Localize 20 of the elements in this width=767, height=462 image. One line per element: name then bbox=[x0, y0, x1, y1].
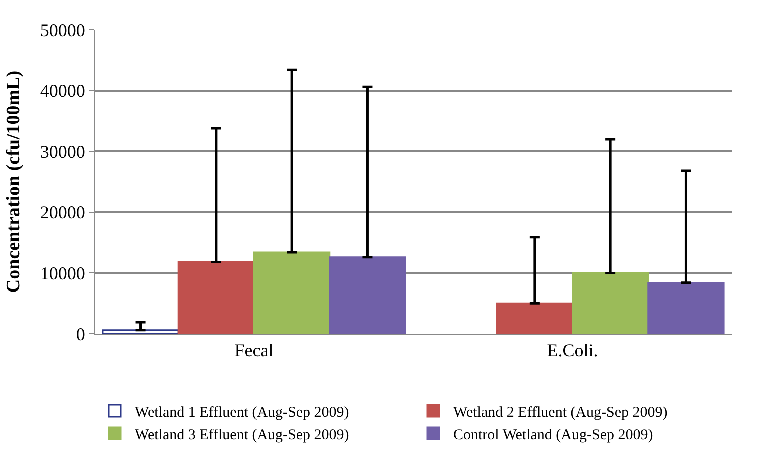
y-tick-label: 30000 bbox=[40, 142, 86, 162]
legend-label: Wetland 3 Effluent (Aug-Sep 2009) bbox=[135, 427, 350, 444]
y-tick-label: 0 bbox=[76, 324, 86, 344]
bar bbox=[648, 282, 725, 334]
bar bbox=[254, 252, 331, 334]
bar bbox=[102, 330, 180, 334]
y-axis-title: Concentration (cfu/100mL) bbox=[3, 70, 24, 294]
x-tick-label: Fecal bbox=[234, 340, 274, 361]
x-tick-label: E.Coli. bbox=[547, 340, 598, 361]
bar bbox=[572, 272, 650, 334]
y-tick-label: 40000 bbox=[40, 81, 86, 102]
bar bbox=[329, 256, 406, 334]
bar bbox=[178, 262, 255, 334]
legend-label: Wetland 1 Effluent (Aug-Sep 2009) bbox=[135, 404, 350, 421]
bar bbox=[496, 302, 574, 334]
y-tick-label: 20000 bbox=[40, 202, 86, 223]
legend-label: Wetland 2 Effluent (Aug-Sep 2009) bbox=[454, 404, 668, 421]
y-tick-label: 50000 bbox=[40, 20, 86, 40]
legend-label: Control Wetland (Aug-Sep 2009) bbox=[454, 427, 654, 444]
y-tick-label: 10000 bbox=[40, 264, 86, 284]
